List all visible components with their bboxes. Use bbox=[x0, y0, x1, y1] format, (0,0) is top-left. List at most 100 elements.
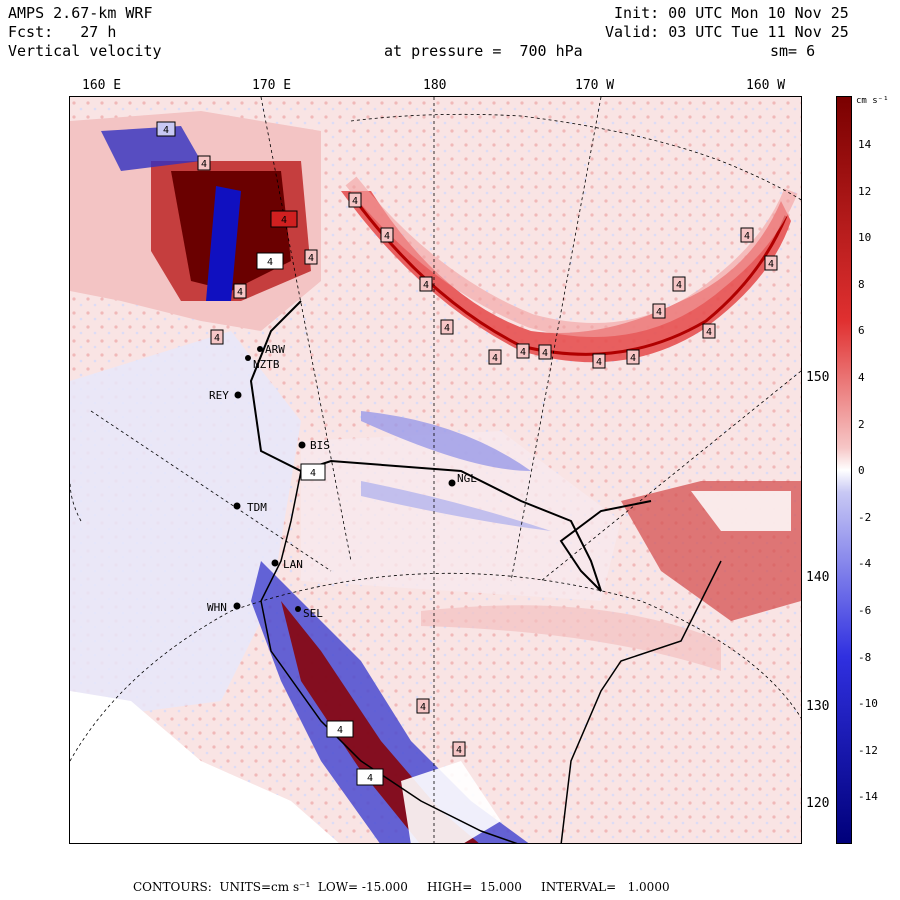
contour-label: 4 bbox=[210, 329, 224, 345]
colorbar-tick-label: -8 bbox=[858, 650, 872, 664]
lon-label-180: 180 bbox=[423, 78, 447, 93]
svg-text:4: 4 bbox=[676, 280, 682, 291]
colorbar-tick-label: -10 bbox=[858, 697, 878, 711]
colorbar-tick-label: 14 bbox=[858, 138, 872, 151]
contour-label: 4 bbox=[440, 319, 454, 335]
colorbar bbox=[836, 96, 852, 844]
colorbar-tick-label: 4 bbox=[858, 371, 865, 384]
lat-label-140w: 140 W bbox=[806, 570, 846, 585]
pressure-level: at pressure = 700 hPa bbox=[384, 42, 583, 60]
svg-text:4: 4 bbox=[308, 253, 314, 264]
colorbar-tick-label: -6 bbox=[858, 604, 872, 617]
contour-label: 4 bbox=[256, 252, 284, 270]
colorbar-tick-label: 12 bbox=[858, 184, 872, 198]
variable-name: Vertical velocity bbox=[8, 42, 162, 60]
lon-label-160e: 160 E bbox=[82, 78, 122, 93]
station-rey: REY bbox=[209, 389, 242, 402]
svg-text:4: 4 bbox=[237, 287, 243, 298]
station-whn: WHN bbox=[207, 601, 241, 614]
svg-text:4: 4 bbox=[542, 348, 548, 359]
svg-text:4: 4 bbox=[444, 323, 450, 334]
svg-text:NGL: NGL bbox=[457, 472, 477, 485]
svg-text:4: 4 bbox=[656, 307, 662, 318]
lon-label-160w: 160 W bbox=[746, 78, 786, 93]
map-plot: 4 4 4 4 4 4 4 4 4 4 4 4 4 4 4 4 4 4 4 4 … bbox=[69, 96, 802, 844]
model-title: AMPS 2.67-km WRF bbox=[8, 4, 153, 22]
contour-label: 4 bbox=[488, 349, 502, 365]
svg-text:4: 4 bbox=[352, 196, 358, 207]
svg-text:ARW: ARW bbox=[265, 343, 285, 356]
station-tdm: TDM bbox=[233, 501, 267, 514]
svg-text:4: 4 bbox=[201, 159, 207, 170]
station-layer: ARW NZTB REY BIS NGL TDM LAN WHN SEL bbox=[207, 343, 477, 620]
contour-labels: 4 4 4 4 4 4 4 4 4 4 4 4 4 4 4 4 4 4 4 4 … bbox=[156, 121, 778, 786]
contour-label: 4 bbox=[300, 463, 326, 481]
svg-text:4: 4 bbox=[367, 773, 373, 784]
lat-label-150w: 150 W bbox=[806, 370, 846, 385]
svg-text:4: 4 bbox=[520, 347, 526, 358]
contour-label: 4 bbox=[416, 698, 430, 714]
contour-label: 4 bbox=[740, 227, 754, 243]
contour-label: 4 bbox=[592, 353, 606, 369]
contour-label: 4 bbox=[380, 227, 394, 243]
colorbar-unit: cm s⁻¹ bbox=[856, 96, 889, 106]
contour-info: CONTOURS: UNITS=cm s⁻¹ LOW= -15.000 HIGH… bbox=[133, 880, 670, 894]
svg-text:LAN: LAN bbox=[283, 558, 303, 571]
svg-text:4: 4 bbox=[596, 357, 602, 368]
contour-label: 4 bbox=[304, 249, 318, 265]
svg-text:NZTB: NZTB bbox=[253, 358, 280, 371]
forecast-hour: Fcst: 27 h bbox=[8, 23, 117, 41]
svg-text:TDM: TDM bbox=[247, 501, 267, 514]
svg-text:4: 4 bbox=[267, 257, 273, 268]
colorbar-tick-label: -14 bbox=[858, 790, 878, 804]
contour-label: 4 bbox=[348, 192, 362, 208]
contour-label: 4 bbox=[764, 255, 778, 271]
station-lan: LAN bbox=[271, 558, 303, 571]
lat-label-120w: 120 W bbox=[806, 796, 846, 811]
station-nztb: NZTB bbox=[245, 355, 280, 371]
colorbar-tick-label: 8 bbox=[858, 277, 865, 291]
svg-text:4: 4 bbox=[163, 125, 169, 136]
svg-text:4: 4 bbox=[456, 745, 462, 756]
valid-time: Valid: 03 UTC Tue 11 Nov 25 bbox=[605, 23, 849, 41]
contour-label: 4 bbox=[356, 768, 384, 786]
contour-label: 4 bbox=[672, 276, 686, 292]
init-time: Init: 00 UTC Mon 10 Nov 25 bbox=[614, 4, 849, 22]
contour-label: 4 bbox=[233, 283, 247, 299]
contour-label: 4 bbox=[452, 741, 466, 757]
colorbar-tick-label: 6 bbox=[858, 324, 865, 338]
colorbar-tick-label: -2 bbox=[858, 510, 872, 524]
contour-label: 4 bbox=[652, 303, 666, 319]
svg-text:4: 4 bbox=[281, 215, 287, 226]
svg-text:4: 4 bbox=[214, 333, 220, 344]
lon-label-170e: 170 E bbox=[252, 78, 292, 93]
svg-text:4: 4 bbox=[768, 259, 774, 270]
contour-label: 4 bbox=[270, 210, 298, 228]
svg-text:REY: REY bbox=[209, 389, 229, 402]
svg-text:WHN: WHN bbox=[207, 601, 227, 614]
contour-label: 4 bbox=[197, 155, 211, 171]
lat-label-130w: 130 W bbox=[806, 699, 846, 714]
svg-text:4: 4 bbox=[630, 353, 636, 364]
svg-text:BIS: BIS bbox=[310, 439, 330, 452]
colorbar-tick-label: -4 bbox=[858, 557, 872, 571]
contour-label: 4 bbox=[156, 121, 176, 137]
colorbar-tick-label: -12 bbox=[858, 743, 878, 757]
contour-label: 4 bbox=[326, 720, 354, 738]
contour-label: 4 bbox=[702, 323, 716, 339]
contour-label: 4 bbox=[538, 344, 552, 360]
contour-label: 4 bbox=[516, 343, 530, 359]
svg-text:4: 4 bbox=[706, 327, 712, 338]
svg-text:4: 4 bbox=[420, 702, 426, 713]
svg-text:4: 4 bbox=[310, 468, 316, 479]
station-sel: SEL bbox=[295, 606, 323, 620]
svg-text:4: 4 bbox=[492, 353, 498, 364]
station-arw: ARW bbox=[257, 343, 285, 356]
colorbar-tick-label: 2 bbox=[858, 417, 865, 431]
svg-text:4: 4 bbox=[337, 725, 343, 736]
contour-label: 4 bbox=[626, 349, 640, 365]
svg-text:4: 4 bbox=[744, 231, 750, 242]
colorbar-tick-label: 10 bbox=[858, 231, 872, 245]
station-bis: BIS bbox=[298, 439, 330, 452]
svg-text:SEL: SEL bbox=[303, 607, 323, 620]
